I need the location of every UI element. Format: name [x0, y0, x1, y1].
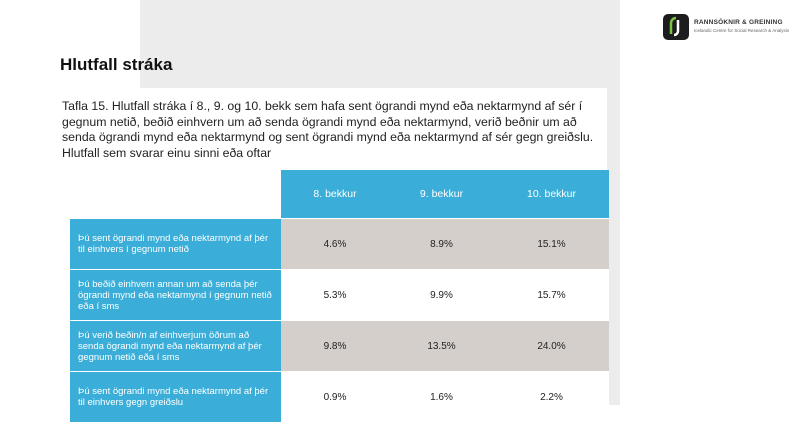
- cell-value: 15.7%: [494, 269, 609, 321]
- column-header: 9. bekkur: [389, 170, 494, 219]
- cell-value: 8.9%: [389, 218, 494, 270]
- logo-icon: [663, 14, 689, 40]
- logo-tagline: Icelandic Centre for Social Research & A…: [694, 28, 790, 33]
- table-row: Þú beðið einhvern annan um að senda þér …: [70, 269, 609, 321]
- row-label: Þú beðið einhvern annan um að senda þér …: [70, 269, 281, 321]
- table-row: Þú sent ögrandi mynd eða nektarmynd af þ…: [70, 218, 609, 270]
- header-blank: [70, 170, 281, 219]
- logo-name: RANNSÓKNIR & GREINING: [694, 19, 783, 26]
- cell-value: 4.6%: [281, 218, 389, 270]
- cell-value: 9.8%: [281, 320, 389, 372]
- table-row: Þú sent ögrandi mynd eða nektarmynd af þ…: [70, 371, 609, 423]
- data-table: 8. bekkur 9. bekkur 10. bekkur Þú sent ögra…: [70, 170, 609, 423]
- cell-value: 1.6%: [389, 371, 494, 423]
- cell-value: 5.3%: [281, 269, 389, 321]
- cell-value: 24.0%: [494, 320, 609, 372]
- column-header: 8. bekkur: [281, 170, 389, 219]
- cell-value: 9.9%: [389, 269, 494, 321]
- slide-title: Hlutfall stráka: [60, 55, 173, 74]
- table-body: 8. bekkur 9. bekkur 10. bekkur Þú sent ögra…: [70, 170, 609, 423]
- cell-value: 15.1%: [494, 218, 609, 270]
- cell-value: 0.9%: [281, 371, 389, 423]
- row-label: Þú sent ögrandi mynd eða nektarmynd af þ…: [70, 371, 281, 423]
- cell-value: 13.5%: [389, 320, 494, 372]
- header-row: 8. bekkur 9. bekkur 10. bekkur: [70, 170, 609, 219]
- cell-value: 2.2%: [494, 371, 609, 423]
- row-label: Þú sent ögrandi mynd eða nektarmynd af þ…: [70, 218, 281, 270]
- table-caption: Tafla 15. Hlutfall stráka í 8., 9. og 10…: [62, 99, 594, 160]
- column-header: 10. bekkur: [494, 170, 609, 219]
- table-row: Þú verið beðin/n af einhverjum öðrum að …: [70, 320, 609, 372]
- row-label: Þú verið beðin/n af einhverjum öðrum að …: [70, 320, 281, 372]
